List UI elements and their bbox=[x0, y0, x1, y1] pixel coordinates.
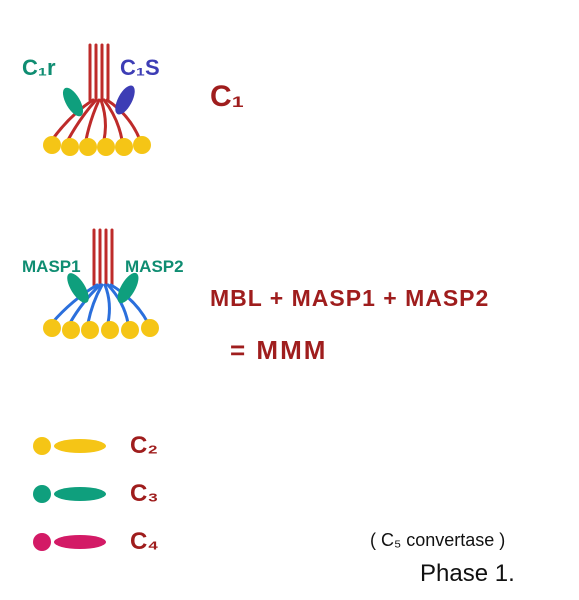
legend-c2-shape bbox=[33, 437, 106, 455]
diagram-canvas bbox=[0, 0, 579, 600]
c1s-subunit bbox=[111, 83, 138, 118]
legend-c3-shape bbox=[33, 485, 106, 503]
mbl-complex bbox=[43, 230, 159, 339]
masp1-subunit bbox=[63, 270, 93, 306]
legend-c4-shape bbox=[33, 533, 106, 551]
c1-complex bbox=[43, 45, 151, 156]
